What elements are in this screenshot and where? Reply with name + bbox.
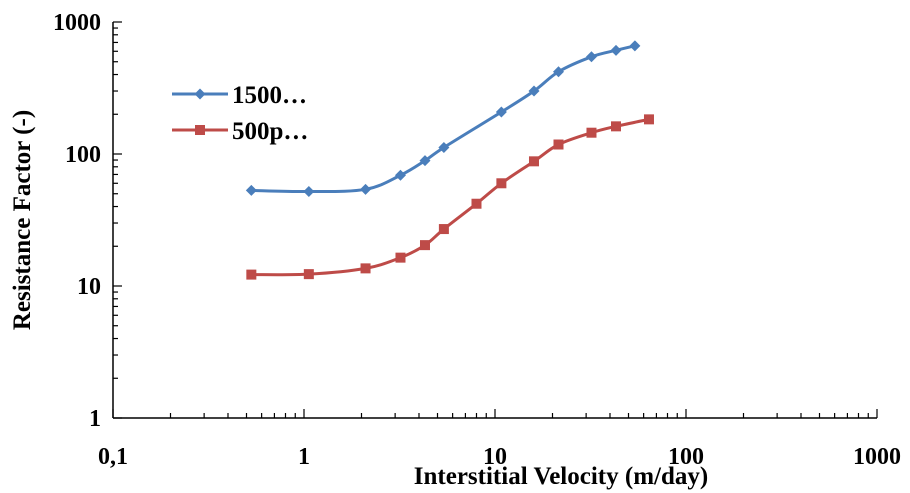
series-1 — [245, 40, 641, 197]
x-tick-labels: 0,1 1 10 100 1000 — [98, 444, 901, 470]
data-point — [610, 44, 622, 56]
series-layer — [245, 40, 654, 280]
x-tick-label: 10 — [483, 444, 507, 470]
legend: 1500… 500p… — [172, 82, 308, 145]
data-point — [586, 127, 597, 138]
y-tick-label: 10 — [77, 274, 101, 300]
x-tick-label: 1000 — [853, 444, 901, 470]
data-point — [495, 106, 507, 118]
data-point — [395, 252, 406, 263]
legend-label: 500p… — [232, 118, 308, 145]
data-point — [629, 40, 641, 52]
y-ticks — [113, 21, 122, 419]
x-tick-label: 100 — [668, 444, 704, 470]
series-line — [251, 44, 636, 194]
series-2 — [246, 114, 654, 280]
data-point — [643, 114, 654, 125]
x-ticks — [112, 409, 878, 418]
data-point — [360, 263, 371, 274]
data-point — [553, 139, 564, 150]
data-point — [419, 240, 430, 251]
x-tick-label: 1 — [298, 444, 310, 470]
data-point — [360, 183, 372, 195]
data-point — [552, 66, 564, 78]
y-tick-label: 1000 — [53, 10, 101, 36]
data-point — [394, 169, 406, 181]
y-tick-label: 1 — [89, 406, 101, 432]
data-point — [585, 51, 597, 63]
y-axis-title: Resistance Factor (-) — [9, 110, 36, 330]
data-point — [246, 269, 257, 280]
y-tick-labels: 1 10 100 1000 — [53, 10, 101, 432]
legend-marker — [194, 88, 206, 100]
legend-marker — [195, 125, 205, 135]
x-axis-title: Interstitial Velocity (m/day) — [414, 463, 708, 490]
data-point — [303, 269, 314, 280]
data-point — [528, 85, 540, 97]
data-point — [610, 121, 621, 132]
data-point — [438, 224, 449, 235]
data-point — [245, 184, 257, 196]
legend-label: 1500… — [232, 82, 307, 109]
data-point — [471, 198, 482, 209]
data-point — [438, 142, 450, 154]
data-point — [303, 185, 315, 197]
data-point — [496, 178, 507, 189]
axes — [112, 22, 877, 419]
y-tick-label: 100 — [65, 142, 101, 168]
x-tick-label: 0,1 — [98, 444, 128, 470]
data-point — [528, 156, 539, 167]
data-point — [419, 155, 431, 167]
